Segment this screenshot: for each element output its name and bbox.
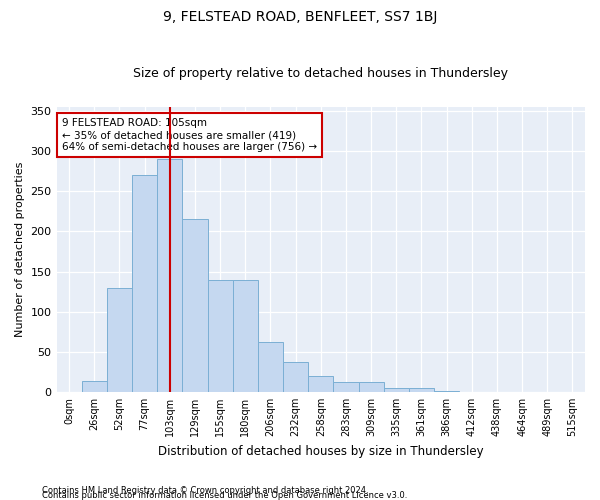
Bar [233,280,258,392]
Title: Size of property relative to detached houses in Thundersley: Size of property relative to detached ho… [133,66,508,80]
Y-axis label: Number of detached properties: Number of detached properties [15,162,25,337]
X-axis label: Distribution of detached houses by size in Thundersley: Distribution of detached houses by size … [158,444,484,458]
Bar [132,176,157,392]
Bar [334,382,359,392]
Bar [434,391,459,392]
Bar [283,362,308,392]
Text: 9 FELSTEAD ROAD: 105sqm
← 35% of detached houses are smaller (419)
64% of semi-d: 9 FELSTEAD ROAD: 105sqm ← 35% of detache… [62,118,317,152]
Bar [409,388,434,392]
Bar [258,342,283,392]
Bar [208,280,233,392]
Bar [308,376,334,392]
Text: Contains public sector information licensed under the Open Government Licence v3: Contains public sector information licen… [42,491,407,500]
Bar [182,220,208,392]
Bar [383,388,409,392]
Bar [359,382,383,392]
Bar [82,382,107,392]
Text: 9, FELSTEAD ROAD, BENFLEET, SS7 1BJ: 9, FELSTEAD ROAD, BENFLEET, SS7 1BJ [163,10,437,24]
Text: Contains HM Land Registry data © Crown copyright and database right 2024.: Contains HM Land Registry data © Crown c… [42,486,368,495]
Bar [107,288,132,392]
Bar [157,159,182,392]
